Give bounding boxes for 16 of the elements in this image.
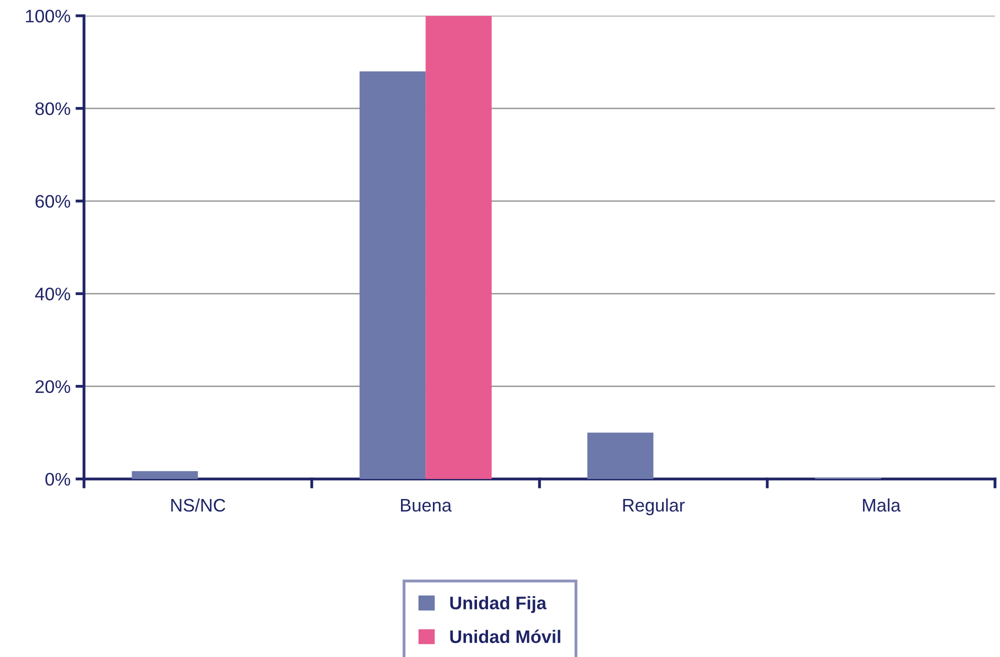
y-tick-label: 100% — [26, 10, 70, 22]
y-tick-label: 80% — [35, 102, 70, 116]
bar — [360, 71, 426, 479]
x-tick-label: Mala — [863, 498, 901, 512]
bar — [587, 432, 654, 479]
y-tick-label: 60% — [36, 194, 70, 208]
x-tick-label: Buena — [401, 499, 452, 512]
x-tick-label: NS/NC — [171, 498, 226, 512]
x-tick-label: Regular — [623, 498, 685, 516]
legend-label: Unidad Móvil — [450, 630, 560, 644]
bar — [426, 16, 492, 479]
y-tick-label: 20% — [36, 380, 70, 394]
legend-label: Unidad Fija — [450, 596, 547, 613]
y-tick-label: 0% — [45, 472, 70, 486]
bar — [132, 471, 198, 479]
y-tick-label: 40% — [35, 288, 70, 300]
